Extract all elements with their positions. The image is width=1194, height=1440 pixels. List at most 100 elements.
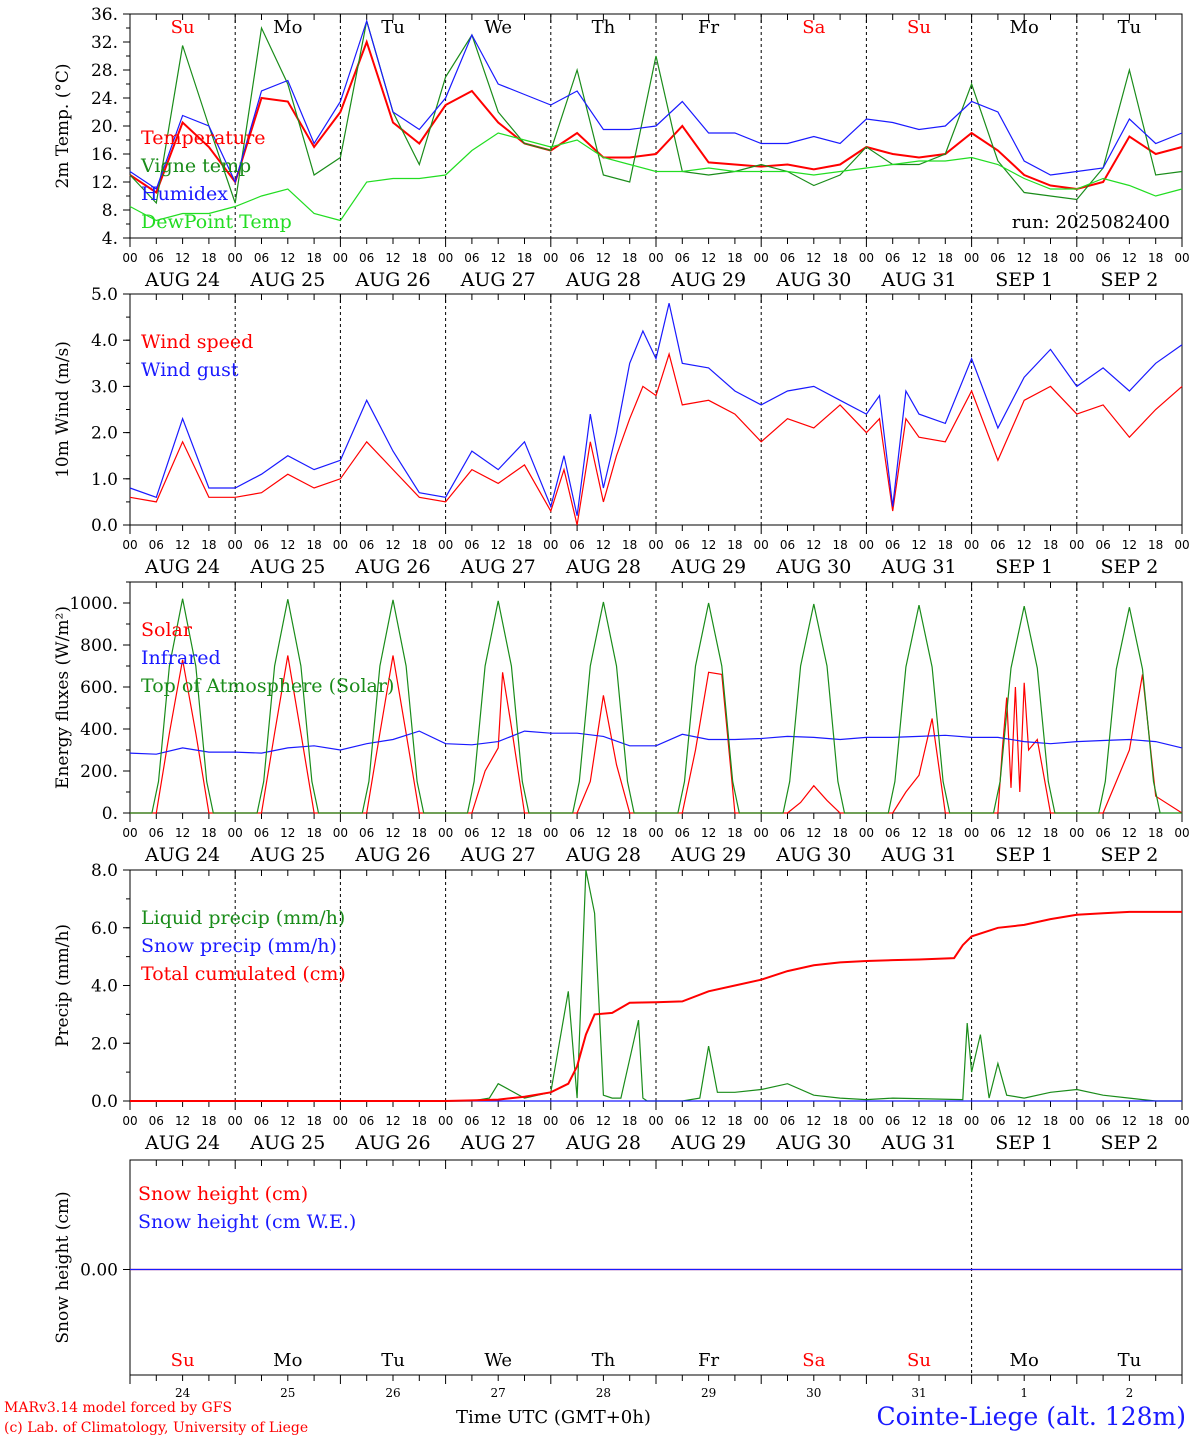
- date-label: AUG 31: [880, 844, 956, 866]
- hour-tick-label: 00: [1069, 538, 1084, 552]
- y-tick-label: 4.: [102, 229, 118, 249]
- y-tick-label: 800.: [80, 636, 118, 656]
- hour-tick-label: 12: [806, 826, 821, 840]
- date-label: SEP 2: [1100, 1132, 1158, 1154]
- legend-entry: Wind gust: [141, 359, 239, 381]
- weekday-label: Su: [907, 1350, 931, 1371]
- weekday-label: Sa: [802, 17, 825, 38]
- hour-tick-label: 12: [701, 538, 716, 552]
- hour-tick-label: 00: [1174, 1114, 1189, 1128]
- hour-tick-label: 18: [1043, 1114, 1058, 1128]
- hour-tick-label: 12: [1122, 826, 1137, 840]
- hour-tick-label: 06: [149, 251, 164, 265]
- hour-tick-label: 06: [885, 826, 900, 840]
- hour-tick-label: 12: [806, 1114, 821, 1128]
- hour-tick-label: 18: [201, 251, 216, 265]
- weekday-label: Fr: [698, 1350, 719, 1371]
- y-tick-label: 20.: [91, 117, 118, 137]
- series-line-dewpoint-temp: [129, 132, 1183, 222]
- hour-tick-label: 06: [464, 826, 479, 840]
- legend-entry: Vigne temp: [140, 155, 251, 177]
- hour-tick-label: 00: [964, 1114, 979, 1128]
- hour-tick-label: 18: [938, 1114, 953, 1128]
- hour-tick-label: 06: [675, 538, 690, 552]
- hour-tick-label: 18: [1148, 251, 1163, 265]
- hour-tick-label: 18: [201, 826, 216, 840]
- date-label: AUG 28: [565, 1132, 641, 1154]
- hour-tick-label: 12: [280, 538, 295, 552]
- hour-tick-label: 12: [701, 251, 716, 265]
- hour-tick-label: 12: [1017, 1114, 1032, 1128]
- hour-tick-label: 00: [438, 826, 453, 840]
- date-label: AUG 30: [775, 556, 851, 578]
- hour-tick-label: 00: [543, 538, 558, 552]
- day-number-label: 26: [385, 1386, 400, 1400]
- hour-tick-label: 18: [201, 1114, 216, 1128]
- hour-tick-label: 12: [911, 826, 926, 840]
- hour-tick-label: 18: [727, 1114, 742, 1128]
- hour-tick-label: 12: [491, 251, 506, 265]
- date-label: AUG 30: [775, 1132, 851, 1154]
- hour-tick-label: 18: [1148, 538, 1163, 552]
- date-label: SEP 2: [1100, 269, 1158, 291]
- hour-tick-label: 06: [1095, 251, 1110, 265]
- legend-entry: Infrared: [141, 647, 221, 669]
- hour-tick-label: 06: [780, 538, 795, 552]
- hour-tick-label: 12: [911, 538, 926, 552]
- y-tick-label: 0.0: [91, 516, 118, 536]
- date-label: AUG 31: [880, 1132, 956, 1154]
- legend-entry: Wind speed: [141, 331, 253, 353]
- weekday-label: Sa: [802, 1350, 825, 1371]
- weekday-label: Mo: [1010, 1350, 1039, 1371]
- hour-tick-label: 00: [122, 826, 137, 840]
- hour-tick-label: 12: [806, 251, 821, 265]
- series-line-wind-gust: [129, 303, 1183, 516]
- y-tick-label: 1000.: [69, 594, 118, 614]
- y-tick-label: 16.: [91, 145, 118, 165]
- y-tick-label: 0.0: [91, 1092, 118, 1112]
- date-label: SEP 1: [995, 556, 1053, 578]
- weekday-label: Tu: [1118, 17, 1142, 38]
- y-tick-label: 3.0: [91, 377, 118, 397]
- hour-tick-label: 06: [885, 538, 900, 552]
- hour-tick-label: 06: [359, 1114, 374, 1128]
- series-line-top-of-atmosphere-solar: [130, 598, 1182, 814]
- hour-tick-label: 00: [122, 538, 137, 552]
- hour-tick-label: 12: [596, 251, 611, 265]
- day-number-label: 2: [1126, 1386, 1134, 1400]
- y-axis-label: 2m Temp. (°C): [53, 63, 73, 188]
- hour-tick-label: 00: [333, 1114, 348, 1128]
- hour-tick-label: 18: [938, 538, 953, 552]
- hour-tick-label: 00: [859, 251, 874, 265]
- hour-tick-label: 00: [122, 1114, 137, 1128]
- hour-tick-label: 12: [175, 538, 190, 552]
- hour-tick-label: 06: [780, 251, 795, 265]
- hour-tick-label: 12: [491, 826, 506, 840]
- y-tick-label: 12.: [91, 173, 118, 193]
- hour-tick-label: 00: [228, 1114, 243, 1128]
- hour-tick-label: 18: [306, 826, 321, 840]
- hour-tick-label: 18: [727, 826, 742, 840]
- hour-tick-label: 18: [622, 251, 637, 265]
- date-label: AUG 26: [354, 269, 430, 291]
- date-label: AUG 31: [880, 269, 956, 291]
- date-label: AUG 29: [670, 269, 746, 291]
- weekday-label: Th: [592, 17, 616, 38]
- hour-tick-label: 06: [1095, 538, 1110, 552]
- day-number-label: 31: [911, 1386, 926, 1400]
- y-tick-label: 5.0: [91, 285, 118, 305]
- date-label: AUG 29: [670, 556, 746, 578]
- hour-tick-label: 12: [806, 538, 821, 552]
- hour-tick-label: 06: [359, 538, 374, 552]
- legend-entry: Liquid precip (mm/h): [141, 907, 345, 929]
- hour-tick-label: 06: [359, 826, 374, 840]
- day-number-label: 24: [175, 1386, 191, 1400]
- day-number-label: 25: [280, 1386, 295, 1400]
- hour-tick-label: 12: [1122, 1114, 1137, 1128]
- legend-entry: Temperature: [141, 127, 265, 149]
- hour-tick-label: 00: [1069, 251, 1084, 265]
- date-label: AUG 28: [565, 269, 641, 291]
- hour-tick-label: 00: [964, 251, 979, 265]
- hour-tick-label: 00: [1069, 826, 1084, 840]
- hour-tick-label: 18: [1043, 251, 1058, 265]
